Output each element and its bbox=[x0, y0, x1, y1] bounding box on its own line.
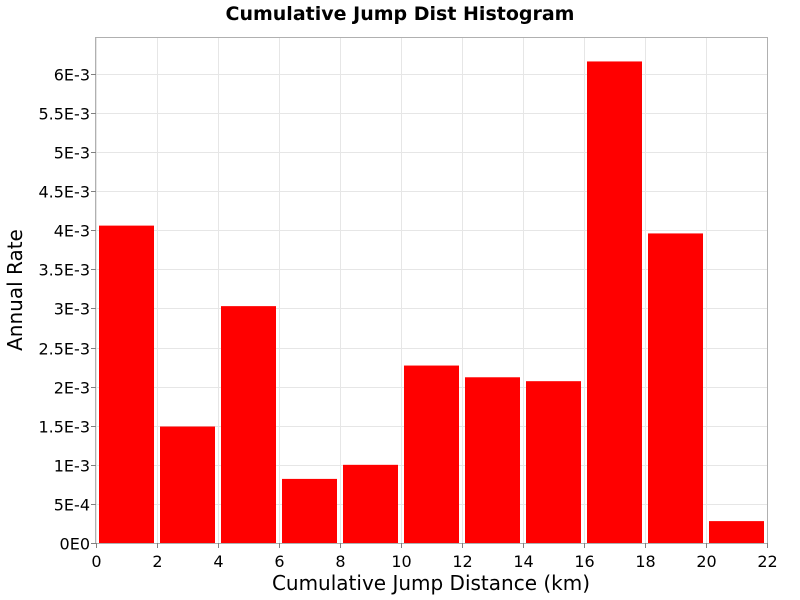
chart-title: Cumulative Jump Dist Histogram bbox=[226, 3, 575, 25]
x-tick-label: 14 bbox=[513, 552, 533, 571]
y-tick-label: 4E-3 bbox=[54, 222, 90, 241]
x-axis-label: Cumulative Jump Distance (km) bbox=[272, 571, 590, 595]
histogram-bar bbox=[160, 426, 215, 543]
x-tick-label: 12 bbox=[452, 552, 472, 571]
x-tick-label: 16 bbox=[574, 552, 594, 571]
x-tick-label: 22 bbox=[757, 552, 777, 571]
y-tick-label: 5.5E-3 bbox=[38, 105, 90, 124]
y-tick-label: 3.5E-3 bbox=[38, 261, 90, 280]
y-tick-label: 0E0 bbox=[60, 535, 90, 554]
histogram-bar bbox=[526, 381, 581, 543]
bars bbox=[99, 61, 764, 544]
y-tick-label: 2E-3 bbox=[54, 379, 90, 398]
histogram-bar bbox=[343, 464, 398, 543]
x-tick-label: 20 bbox=[696, 552, 716, 571]
y-axis-ticks: 0E0 5E-4 1E-3 1.5E-3 2E-3 2.5E-3 3E-3 3.5E-3 4E-… bbox=[38, 66, 96, 554]
plot-frame bbox=[95, 37, 768, 544]
y-tick-label: 6E-3 bbox=[54, 66, 90, 85]
histogram-bar bbox=[709, 521, 764, 543]
y-tick-label: 4.5E-3 bbox=[38, 183, 90, 202]
histogram-bar bbox=[465, 377, 520, 543]
y-axis-label: Annual Rate bbox=[3, 229, 27, 351]
histogram-bar bbox=[99, 225, 154, 544]
x-tick-label: 0 bbox=[91, 552, 101, 571]
y-tick-label: 2.5E-3 bbox=[38, 340, 90, 359]
histogram-bar bbox=[404, 365, 459, 543]
histogram-bar bbox=[221, 306, 276, 543]
x-tick-label: 2 bbox=[152, 552, 162, 571]
x-tick-label: 18 bbox=[635, 552, 655, 571]
y-tick-label: 5E-3 bbox=[54, 144, 90, 163]
y-tick-label: 5E-4 bbox=[54, 496, 90, 515]
y-tick-label: 3E-3 bbox=[54, 300, 90, 319]
x-axis-ticks: 0 2 4 6 8 10 12 14 16 18 20 22 bbox=[91, 543, 778, 571]
y-tick-label: 1.5E-3 bbox=[38, 418, 90, 437]
histogram-bar bbox=[648, 233, 703, 543]
x-tick-label: 4 bbox=[213, 552, 223, 571]
x-tick-label: 6 bbox=[274, 552, 284, 571]
x-tick-label: 8 bbox=[335, 552, 345, 571]
histogram-bar bbox=[587, 61, 642, 543]
histogram-bar bbox=[282, 478, 337, 543]
x-tick-label: 10 bbox=[391, 552, 411, 571]
y-tick-label: 1E-3 bbox=[54, 457, 90, 476]
